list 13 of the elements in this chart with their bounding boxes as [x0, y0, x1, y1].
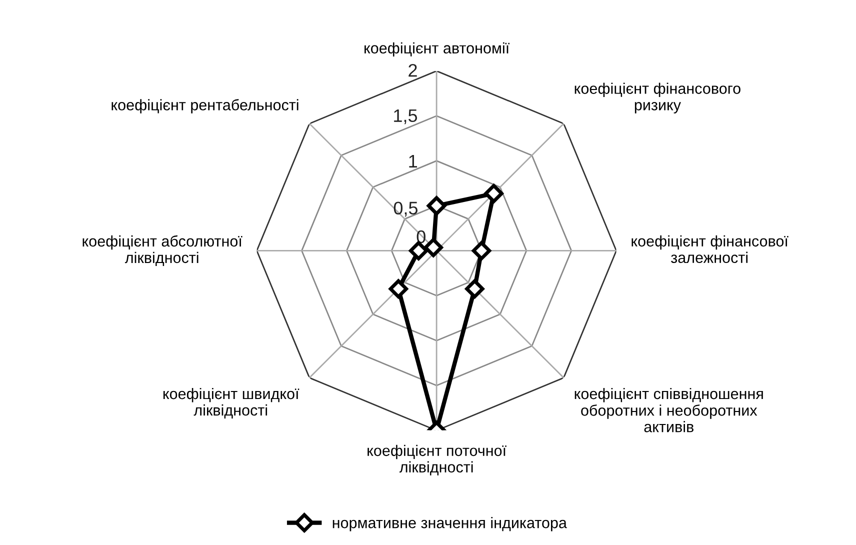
spoke-label: коефіцієнт абсолютної ліквідності	[82, 235, 242, 266]
y-tick-label: 0,5	[394, 202, 418, 217]
spoke-label: коефіцієнт фінансового ризику	[574, 82, 740, 114]
y-tick-label: 1	[409, 155, 417, 168]
spoke-label: коефіцієнт автономії	[364, 42, 510, 57]
spoke-label: коефіцієнт швидкої ліквідності	[163, 388, 300, 419]
spoke-label: коефіцієнт поточної ліквідності	[368, 444, 506, 476]
y-tick-label: 2	[408, 64, 417, 77]
y-tick-label: 1,5	[394, 109, 418, 124]
legend-label: нормативне значення індикатора	[332, 517, 567, 532]
spoke-label: коефіцієнт співвідношення оборотних і необоротних активів	[574, 388, 763, 432]
spoke-label: коефіцієнт фінансової залежності	[632, 235, 788, 264]
spoke-label: коефіцієнт рентабельності	[112, 99, 298, 114]
